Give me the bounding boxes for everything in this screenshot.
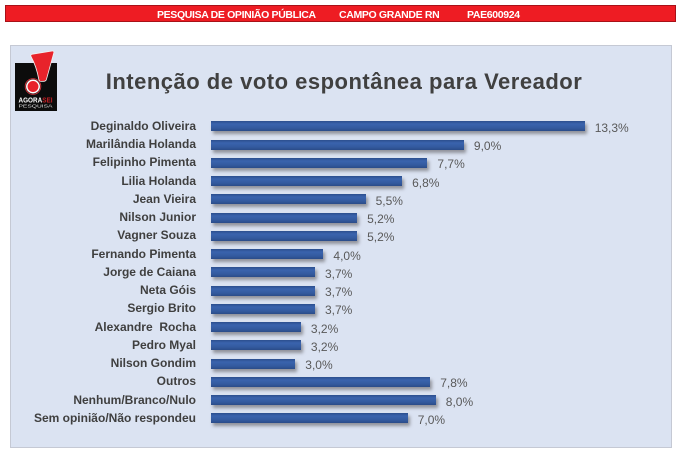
svg-text:AGORASEI: AGORASEI — [19, 96, 53, 105]
svg-text:PESQUISA: PESQUISA — [19, 104, 54, 110]
